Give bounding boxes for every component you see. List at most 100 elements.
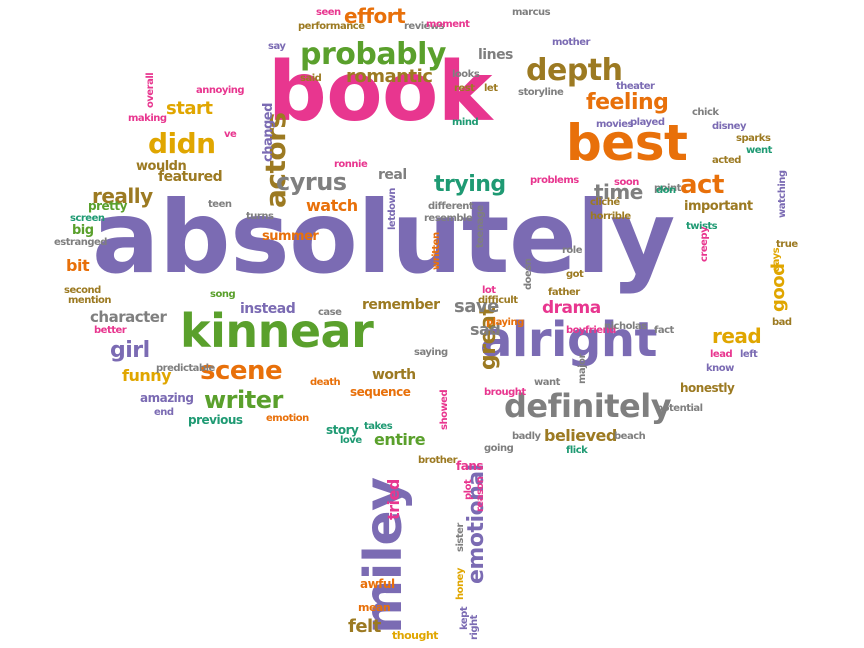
word-64: takes [364,421,393,432]
word-44: felt [348,616,381,637]
word-144: going [484,443,514,454]
word-84: looks [452,69,480,80]
word-70: mean [358,601,391,614]
word-25: featured [158,169,223,185]
word-115: creepy [699,226,710,262]
word-140: brought [484,387,526,398]
word-135: know [706,363,734,374]
word-14: scene [200,356,283,386]
word-110: different [428,201,474,212]
word-54: story [326,423,359,437]
word-141: showed [439,389,450,430]
word-1: book [268,45,492,140]
word-101: ronnie [334,159,368,170]
word-89: annoying [196,85,245,96]
word-37: funny [122,366,172,385]
word-15: writer [204,386,283,414]
word-29: instead [240,301,296,317]
word-79: moment [426,19,470,30]
word-105: don [656,185,676,196]
word-66: brother [418,455,458,466]
word-91: making [128,113,167,124]
word-145: beach [614,431,646,442]
word-121: got [566,269,584,280]
word-77: performance [298,21,365,32]
word-28: character [90,308,167,326]
word-2: best [566,114,688,172]
word-72: honey [455,568,466,600]
word-102: soon [614,177,639,188]
word-24: real [378,167,407,183]
word-35: read [712,324,762,348]
word-45: tried [384,479,403,520]
word-34: drama [542,298,601,318]
word-53: sequence [350,385,411,399]
word-137: death [310,377,341,388]
word-146: flick [566,445,588,456]
word-3: kinnear [180,304,374,358]
word-111: resemble [424,213,473,224]
word-96: chick [692,107,719,118]
word-131: nicholas [604,321,647,332]
word-126: father [548,287,580,298]
word-120: role [562,245,583,256]
word-130: boyfriend [566,325,616,336]
word-61: predictable [156,363,215,374]
word-113: horrible [590,211,631,222]
word-133: lead [710,349,733,360]
word-0: absolutely [92,179,675,296]
word-143: badly [512,431,541,442]
word-38: worth [372,367,416,383]
word-62: end [154,407,174,418]
word-58: second [64,285,101,296]
word-128: case [318,307,342,318]
word-41: believed [544,426,617,445]
word-97: disney [712,121,746,132]
word-12: cyrus [276,168,347,196]
word-40: previous [188,413,243,427]
word-74: right [469,615,480,640]
word-42: entire [374,430,426,449]
word-30: remember [362,297,440,313]
word-100: acted [712,155,741,166]
word-108: turns [246,211,274,222]
word-92: ve [224,129,237,140]
word-90: overall [145,72,156,108]
word-83: said [300,73,322,84]
word-132: fact [654,325,674,336]
word-27: girl [110,338,150,363]
word-80: marcus [512,7,551,18]
word-4: alright [480,312,657,368]
word-19: romantic [346,66,433,87]
word-116: true [776,239,798,250]
word-109: letdown [387,188,398,230]
word-122: song [210,289,236,300]
word-47: bit [66,256,90,275]
word-22: lines [478,47,513,63]
word-52: summer [262,229,319,244]
word-119: teenage [475,205,486,248]
word-93: mind [452,117,479,128]
word-104: point [654,183,681,194]
word-136: saying [414,347,448,358]
word-69: awful [360,577,395,591]
word-67: plot [463,479,474,500]
word-87: storyline [518,87,564,98]
word-139: want [534,377,560,388]
word-16: feeling [586,90,669,115]
word-125: doesn [523,258,534,290]
word-76: seen [316,7,341,18]
word-51: changed [261,103,276,162]
word-26: wouldn [136,159,187,174]
word-32: save [454,296,499,317]
word-103: problems [530,175,579,186]
word-68: reason [475,476,486,512]
word-60: better [94,325,127,336]
word-112: cliché [590,197,620,208]
word-6: really [92,184,153,208]
word-99: went [746,145,772,156]
word-82: say [268,41,286,52]
word-107: teen [208,199,232,210]
word-117: days [771,247,782,272]
